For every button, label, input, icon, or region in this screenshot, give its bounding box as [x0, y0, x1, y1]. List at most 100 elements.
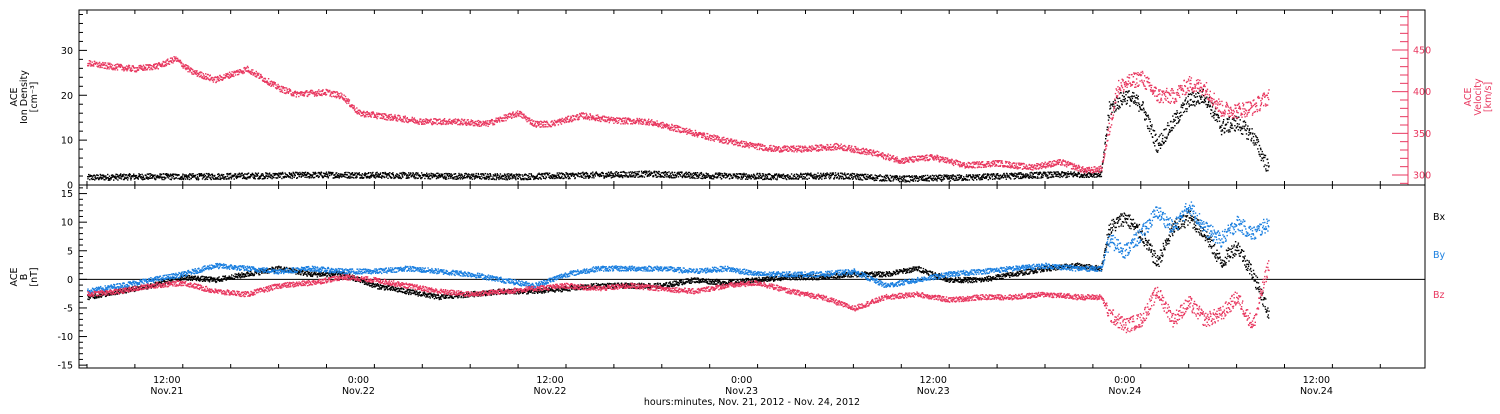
density-point: [262, 173, 263, 174]
velocity-point: [400, 117, 401, 118]
density-point: [798, 178, 799, 179]
velocity-point: [504, 114, 505, 115]
velocity-point: [136, 71, 137, 72]
density-point: [1149, 131, 1150, 132]
density-point: [1033, 174, 1034, 175]
density-point: [393, 175, 394, 176]
velocity-point: [551, 126, 552, 127]
velocity-point: [478, 120, 479, 121]
velocity-point: [377, 116, 378, 117]
velocity-point: [569, 119, 570, 120]
density-point: [332, 172, 333, 173]
density-point: [258, 173, 259, 174]
density-point: [327, 176, 328, 177]
density-point: [1182, 107, 1183, 108]
velocity-point: [437, 124, 438, 125]
density-point: [393, 174, 394, 175]
velocity-point: [453, 122, 454, 123]
velocity-point: [307, 96, 308, 97]
density-point: [482, 177, 483, 178]
density-point: [723, 177, 724, 178]
velocity-point: [124, 69, 125, 70]
density-point: [594, 174, 595, 175]
density-point: [415, 173, 416, 174]
density-point: [642, 175, 643, 176]
density-point: [87, 178, 88, 179]
density-point: [1100, 174, 1101, 175]
density-point: [1213, 112, 1214, 113]
density-point: [1151, 124, 1152, 125]
density-point: [678, 176, 679, 177]
velocity-point: [164, 65, 165, 66]
velocity-point: [216, 81, 217, 82]
velocity-point: [284, 87, 285, 88]
density-point: [1165, 128, 1166, 129]
velocity-point: [153, 66, 154, 67]
velocity-point: [165, 60, 166, 61]
velocity-point: [108, 67, 109, 68]
velocity-point: [443, 122, 444, 123]
velocity-point: [157, 65, 158, 66]
density-point: [1197, 100, 1198, 101]
density-point: [89, 179, 90, 180]
density-point: [1131, 99, 1132, 100]
density-point: [1165, 141, 1166, 142]
velocity-tick-label: 450: [1413, 46, 1431, 57]
density-point: [1230, 122, 1231, 123]
density-point: [840, 173, 841, 174]
density-point: [352, 173, 353, 174]
velocity-point: [608, 118, 609, 119]
density-point: [646, 172, 647, 173]
density-point: [1002, 175, 1003, 176]
velocity-point: [430, 121, 431, 122]
velocity-point: [536, 125, 537, 126]
velocity-point: [374, 114, 375, 115]
density-point: [213, 178, 214, 179]
velocity-point: [296, 94, 297, 95]
velocity-point: [448, 123, 449, 124]
velocity-point: [128, 67, 129, 68]
density-point: [1228, 131, 1229, 132]
density-point: [231, 178, 232, 179]
density-point: [739, 177, 740, 178]
density-point: [1246, 133, 1247, 134]
density-point: [273, 177, 274, 178]
density-point: [413, 173, 414, 174]
density-point: [1148, 115, 1149, 116]
velocity-point: [399, 115, 400, 116]
density-point: [411, 176, 412, 177]
density-point: [292, 176, 293, 177]
density-point: [1199, 103, 1200, 104]
density-point: [590, 176, 591, 177]
velocity-point: [222, 79, 223, 80]
density-point: [870, 176, 871, 177]
velocity-point: [332, 93, 333, 94]
velocity-point: [143, 70, 144, 71]
density-point: [1253, 142, 1254, 143]
density-point: [761, 178, 762, 179]
density-point: [655, 175, 656, 176]
density-point: [355, 173, 356, 174]
density-point: [428, 173, 429, 174]
density-point: [970, 174, 971, 175]
density-point: [93, 179, 94, 180]
density-point: [1222, 130, 1223, 131]
density-point: [787, 174, 788, 175]
velocity-point: [180, 63, 181, 64]
velocity-point: [363, 114, 364, 115]
density-point: [621, 175, 622, 176]
density-point: [407, 178, 408, 179]
velocity-point: [144, 69, 145, 70]
density-point: [461, 175, 462, 176]
density-point: [191, 178, 192, 179]
density-point: [205, 178, 206, 179]
velocity-point: [181, 62, 182, 63]
density-point: [941, 175, 942, 176]
density-point: [763, 175, 764, 176]
density-point: [127, 177, 128, 178]
velocity-point: [233, 76, 234, 77]
density-point: [1079, 173, 1080, 174]
density-point: [511, 178, 512, 179]
density-point: [1196, 103, 1197, 104]
density-point: [1060, 173, 1061, 174]
